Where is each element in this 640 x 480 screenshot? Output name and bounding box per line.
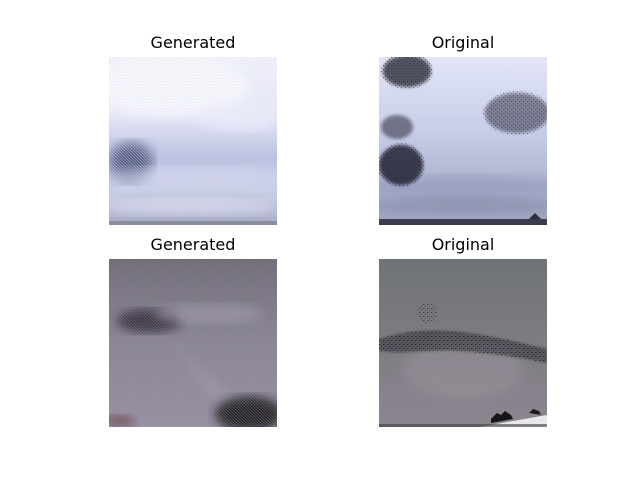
panel-title-generated-bottom: Generated [150,235,236,254]
original-sky-image-top [379,57,547,225]
panel-title-original-top: Original [431,33,495,52]
original-sky-image-bottom [379,259,547,427]
generated-sky-image-bottom [109,259,277,427]
generated-sky-image-top [109,57,277,225]
panel-title-original-bottom: Original [431,235,495,254]
panel-title-generated-top: Generated [150,33,236,52]
